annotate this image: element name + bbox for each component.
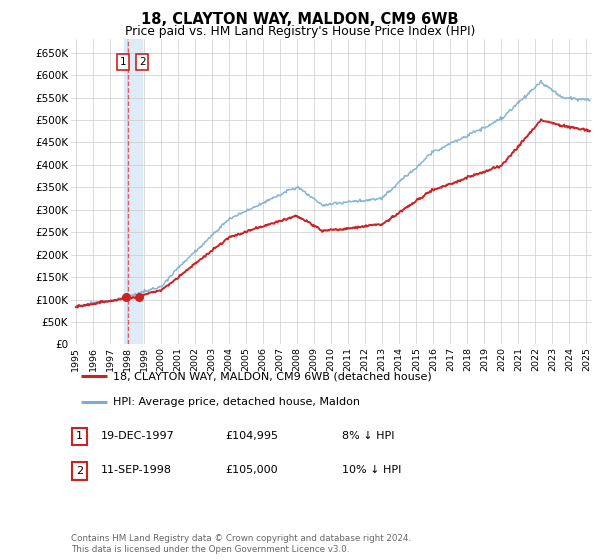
Text: 18, CLAYTON WAY, MALDON, CM9 6WB: 18, CLAYTON WAY, MALDON, CM9 6WB	[141, 12, 459, 27]
Bar	[124, 39, 142, 344]
Text: £104,995: £104,995	[225, 431, 278, 441]
Text: 10% ↓ HPI: 10% ↓ HPI	[342, 465, 401, 475]
Text: £105,000: £105,000	[225, 465, 278, 475]
Text: 11-SEP-1998: 11-SEP-1998	[101, 465, 172, 475]
Text: Contains HM Land Registry data © Crown copyright and database right 2024.
This d: Contains HM Land Registry data © Crown c…	[71, 534, 411, 554]
Text: 18, CLAYTON WAY, MALDON, CM9 6WB (detached house): 18, CLAYTON WAY, MALDON, CM9 6WB (detach…	[113, 371, 431, 381]
Text: 8% ↓ HPI: 8% ↓ HPI	[342, 431, 395, 441]
Text: 1: 1	[76, 431, 83, 441]
Text: 19-DEC-1997: 19-DEC-1997	[101, 431, 175, 441]
Text: 2: 2	[139, 57, 145, 67]
Text: 2: 2	[76, 466, 83, 476]
Text: HPI: Average price, detached house, Maldon: HPI: Average price, detached house, Mald…	[113, 397, 360, 407]
Text: Price paid vs. HM Land Registry's House Price Index (HPI): Price paid vs. HM Land Registry's House …	[125, 25, 475, 38]
Text: 1: 1	[120, 57, 127, 67]
